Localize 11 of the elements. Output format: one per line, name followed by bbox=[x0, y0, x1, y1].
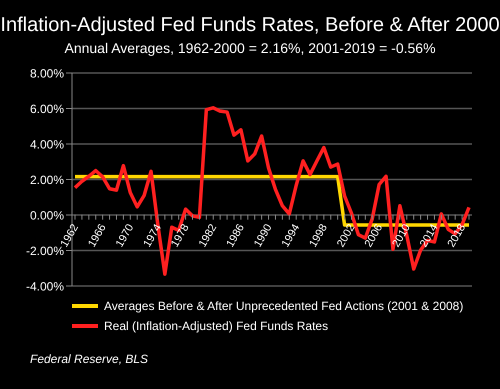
legend-label: Real (Inflation-Adjusted) Fed Funds Rates bbox=[104, 319, 328, 333]
chart-title: Inflation-Adjusted Fed Funds Rates, Before & After 2000 bbox=[0, 14, 500, 37]
y-tick-label: 8.00% bbox=[30, 66, 64, 80]
y-tick-label: 2.00% bbox=[30, 172, 64, 187]
chart-subtitle: Annual Averages, 1962-2000 = 2.16%, 2001-2019 = -0.56% bbox=[63, 40, 437, 56]
y-tick-label: 0.00% bbox=[30, 208, 64, 222]
text: Federal Reserve, BLS bbox=[30, 352, 148, 366]
legend-label: Averages Before & After Unprecedented Fed Actions (2001 & 2008) bbox=[104, 299, 464, 313]
y-tick-label: 6.00% bbox=[30, 102, 64, 116]
y-tick-label: -4.00% bbox=[26, 279, 64, 294]
y-tick-label: 4.00% bbox=[30, 137, 64, 152]
